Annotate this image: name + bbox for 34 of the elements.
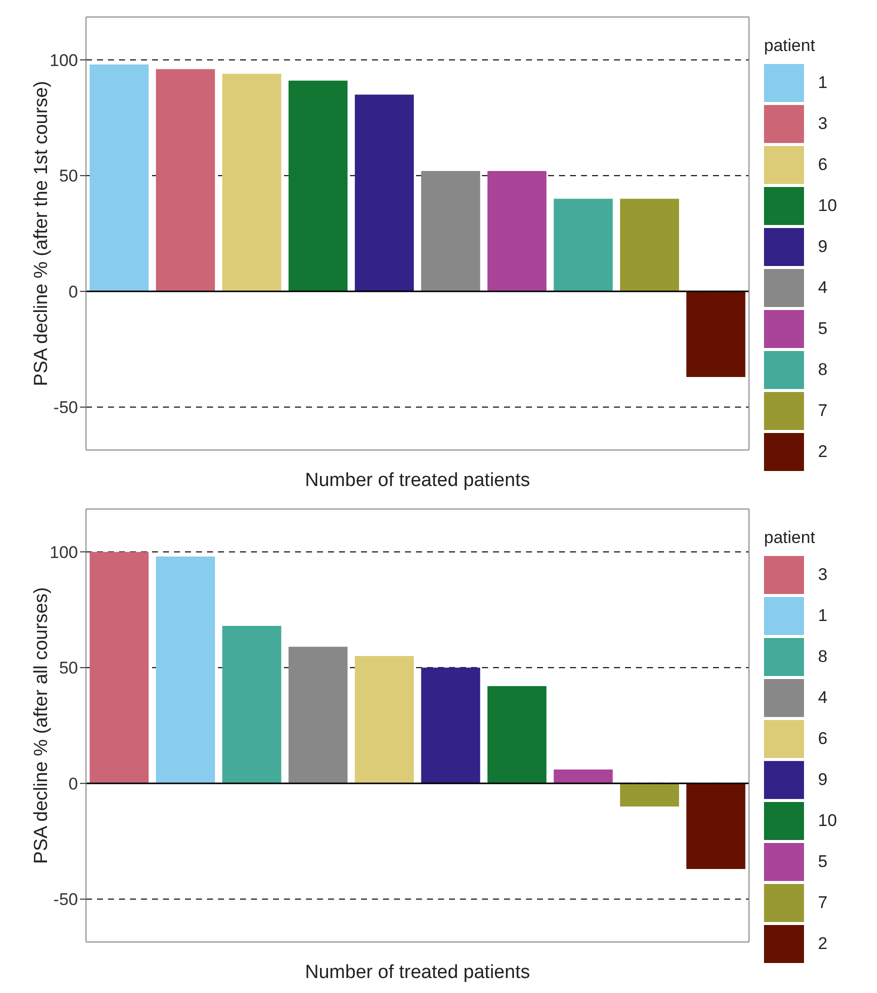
legend-label: 2 bbox=[818, 934, 828, 954]
legend-title: patient bbox=[764, 36, 816, 56]
legend-label: 8 bbox=[818, 646, 828, 666]
y-tick-label: -50 bbox=[53, 398, 78, 418]
legend-label: 9 bbox=[818, 770, 828, 790]
legend-label: 9 bbox=[818, 236, 828, 256]
legend-label: 4 bbox=[818, 278, 828, 298]
y-tick-label: 50 bbox=[59, 166, 78, 186]
legend-label: 6 bbox=[818, 728, 828, 748]
y-axis-title: PSA decline % (after all courses) bbox=[30, 587, 52, 864]
legend-label: 6 bbox=[818, 154, 828, 174]
legend-label: 3 bbox=[818, 114, 828, 134]
legend-title: patient bbox=[764, 528, 816, 548]
legend-label: 5 bbox=[818, 852, 828, 872]
legend-label: 3 bbox=[818, 564, 828, 584]
legend-label: 10 bbox=[818, 196, 837, 216]
legend-label: 7 bbox=[818, 892, 828, 912]
legend-label: 10 bbox=[818, 810, 837, 830]
y-tick-label: 0 bbox=[68, 774, 78, 794]
legend-label: 2 bbox=[818, 442, 828, 462]
y-tick-label: 100 bbox=[50, 542, 78, 562]
y-axis-title: PSA decline % (after the 1st course) bbox=[30, 80, 52, 386]
legend-label: 7 bbox=[818, 400, 828, 420]
legend-label: 5 bbox=[818, 318, 828, 338]
legend-label: 4 bbox=[818, 688, 828, 708]
y-tick-label: 50 bbox=[59, 658, 78, 678]
legend-label: 1 bbox=[818, 72, 828, 92]
legend-label: 8 bbox=[818, 360, 828, 380]
x-axis-title: Number of treated patients bbox=[305, 962, 530, 983]
x-axis-title: Number of treated patients bbox=[305, 470, 530, 491]
y-tick-label: -50 bbox=[53, 890, 78, 910]
legend-label: 1 bbox=[818, 606, 828, 626]
y-tick-label: 0 bbox=[68, 282, 78, 302]
y-tick-label: 100 bbox=[50, 50, 78, 70]
